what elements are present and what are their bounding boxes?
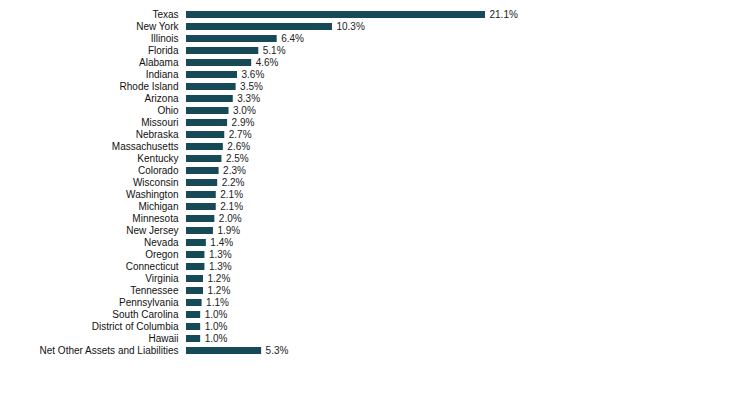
svg-text:3.6%: 3.6% [242, 69, 265, 80]
svg-text:Connecticut: Connecticut [126, 261, 179, 272]
svg-text:Nebraska: Nebraska [136, 129, 179, 140]
svg-text:1.1%: 1.1% [206, 297, 229, 308]
svg-text:1.3%: 1.3% [209, 261, 232, 272]
svg-text:Washington: Washington [126, 189, 178, 200]
svg-text:Alabama: Alabama [139, 57, 179, 68]
svg-text:Texas: Texas [152, 9, 178, 20]
svg-text:Indiana: Indiana [146, 69, 179, 80]
svg-text:4.6%: 4.6% [256, 57, 279, 68]
svg-text:1.2%: 1.2% [208, 273, 231, 284]
svg-text:2.6%: 2.6% [227, 141, 250, 152]
svg-text:1.2%: 1.2% [208, 285, 231, 296]
svg-text:Nevada: Nevada [144, 237, 179, 248]
svg-text:South Carolina: South Carolina [112, 309, 179, 320]
svg-text:1.0%: 1.0% [205, 309, 228, 320]
svg-text:Illinois: Illinois [151, 33, 179, 44]
svg-text:2.7%: 2.7% [229, 129, 252, 140]
svg-text:2.3%: 2.3% [223, 165, 246, 176]
svg-text:Missouri: Missouri [141, 117, 178, 128]
svg-text:Massachusetts: Massachusetts [112, 141, 179, 152]
svg-text:1.4%: 1.4% [210, 237, 233, 248]
svg-text:Virginia: Virginia [145, 273, 179, 284]
svg-text:Hawaii: Hawaii [148, 333, 178, 344]
svg-text:Oregon: Oregon [145, 249, 178, 260]
svg-text:Arizona: Arizona [145, 93, 179, 104]
svg-text:3.0%: 3.0% [233, 105, 256, 116]
svg-text:2.9%: 2.9% [232, 117, 255, 128]
svg-text:1.9%: 1.9% [217, 225, 240, 236]
svg-text:1.0%: 1.0% [205, 321, 228, 332]
svg-text:Rhode Island: Rhode Island [120, 81, 179, 92]
svg-text:3.3%: 3.3% [237, 93, 260, 104]
svg-text:2.1%: 2.1% [220, 201, 243, 212]
svg-text:Pennsylvania: Pennsylvania [119, 297, 179, 308]
svg-text:Ohio: Ohio [157, 105, 179, 116]
svg-text:Tennessee: Tennessee [130, 285, 179, 296]
svg-text:New Jersey: New Jersey [126, 225, 178, 236]
svg-text:5.3%: 5.3% [266, 345, 289, 356]
svg-text:Florida: Florida [148, 45, 179, 56]
svg-text:2.0%: 2.0% [219, 213, 242, 224]
svg-text:2.1%: 2.1% [220, 189, 243, 200]
svg-text:Michigan: Michigan [138, 201, 178, 212]
svg-text:Kentucky: Kentucky [137, 153, 178, 164]
svg-text:2.5%: 2.5% [226, 153, 249, 164]
svg-text:1.0%: 1.0% [205, 333, 228, 344]
svg-text:6.4%: 6.4% [281, 33, 304, 44]
svg-text:21.1%: 21.1% [490, 9, 518, 20]
svg-text:Colorado: Colorado [138, 165, 179, 176]
svg-text:Net Other Assets and Liabiliti: Net Other Assets and Liabilities [40, 345, 179, 356]
svg-text:10.3%: 10.3% [336, 21, 364, 32]
svg-text:1.3%: 1.3% [209, 249, 232, 260]
svg-text:Minnesota: Minnesota [132, 213, 179, 224]
svg-text:District of Columbia: District of Columbia [92, 321, 179, 332]
svg-text:New York: New York [136, 21, 179, 32]
svg-text:3.5%: 3.5% [240, 81, 263, 92]
svg-text:2.2%: 2.2% [222, 177, 245, 188]
svg-text:5.1%: 5.1% [263, 45, 286, 56]
svg-text:Wisconsin: Wisconsin [133, 177, 179, 188]
